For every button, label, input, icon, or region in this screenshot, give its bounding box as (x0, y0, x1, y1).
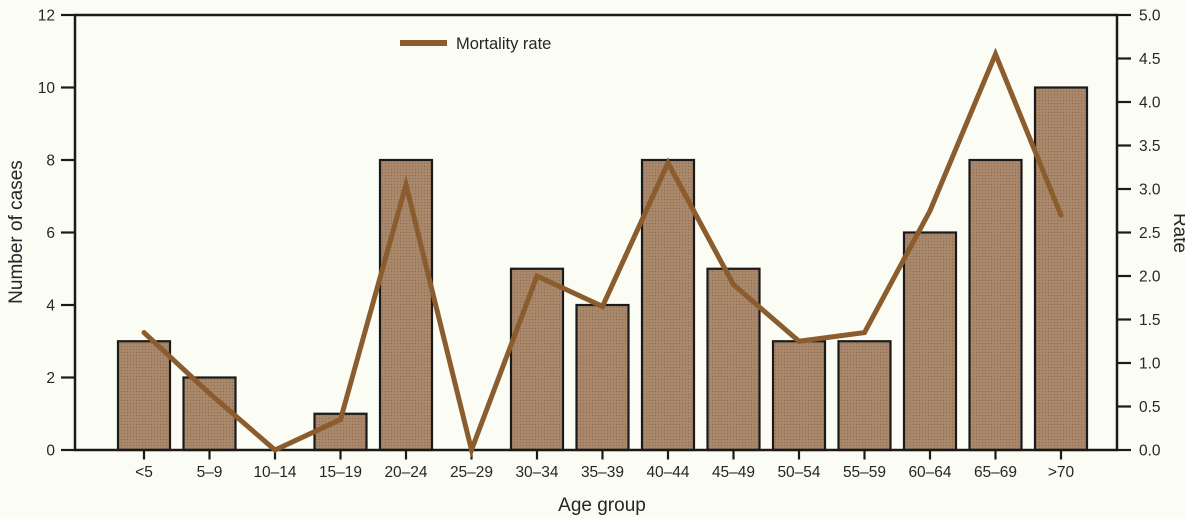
y-left-tick-label: 2 (46, 370, 55, 387)
y-right-tick-label: 5.0 (1139, 8, 1161, 25)
y-left-tick-label: 6 (46, 225, 55, 242)
case-bar (509, 267, 565, 452)
legend-mortality-rate-label: Mortality rate (456, 35, 551, 53)
y-right-tick-label: 4.0 (1139, 95, 1161, 112)
case-bar (771, 340, 827, 452)
y-left-tick-label: 12 (38, 8, 55, 25)
y-right-tick-label: 2.0 (1139, 269, 1161, 286)
x-tick-label: 45–49 (712, 464, 755, 481)
y-left-tick-label: 10 (38, 80, 56, 97)
y-left-tick-label: 4 (46, 298, 55, 315)
legend: Mortality rate (400, 35, 551, 53)
case-bar (706, 267, 761, 452)
x-tick-label: 10–14 (253, 464, 296, 481)
y-right-tick-label: 1.5 (1139, 312, 1161, 329)
case-bar (1033, 86, 1089, 452)
case-bar (640, 158, 696, 452)
x-tick-label: 50–54 (777, 464, 820, 481)
x-tick-label: 35–39 (581, 464, 624, 481)
x-axis-title: Age group (558, 495, 646, 516)
y-left-tick-label: 8 (46, 153, 55, 170)
case-bar (968, 158, 1023, 452)
case-bar (837, 340, 892, 452)
y-right-tick-label: 3.5 (1139, 138, 1161, 155)
y-right-tick-label: 2.5 (1139, 225, 1161, 242)
mortality-rate-line (141, 47, 1064, 459)
x-tick-label: 30–34 (515, 464, 558, 481)
x-tick-label: 20–24 (384, 464, 427, 481)
case-bar (902, 231, 958, 452)
axis-tick-labels-group: 0 2 4 6 8 10 12 0.0 0.5 1.0 1.5 2.0 2.5 3.0 3.5 4.0 4.5 5… (38, 8, 1161, 482)
y-right-tick-label: 0.0 (1139, 443, 1161, 460)
y-right-tick-label: 1.0 (1139, 356, 1161, 373)
x-tick-label: 65–69 (974, 464, 1017, 481)
axis-ticks-group (61, 13, 1131, 460)
x-tick-label: >70 (1048, 464, 1075, 481)
case-bar (182, 376, 237, 452)
x-tick-label: 55–59 (843, 464, 886, 481)
y-left-tick-label: 0 (46, 443, 55, 460)
case-bar (378, 158, 434, 452)
x-tick-label: 5–9 (197, 464, 223, 481)
y-right-tick-label: 0.5 (1139, 399, 1161, 416)
case-bar (575, 303, 630, 452)
case-bars-group (116, 86, 1089, 452)
x-tick-label: 15–19 (319, 464, 362, 481)
x-tick-label: 25–29 (450, 464, 493, 481)
y-left-axis-title: Number of cases (6, 160, 27, 304)
case-bar (116, 340, 172, 452)
x-tick-label: 40–44 (646, 464, 689, 481)
y-right-axis-title: Rate (1169, 213, 1185, 253)
y-right-tick-label: 4.5 (1139, 51, 1161, 68)
y-right-tick-label: 3.0 (1139, 182, 1161, 199)
x-tick-label: 60–64 (908, 464, 951, 481)
x-tick-label: <5 (135, 464, 153, 481)
